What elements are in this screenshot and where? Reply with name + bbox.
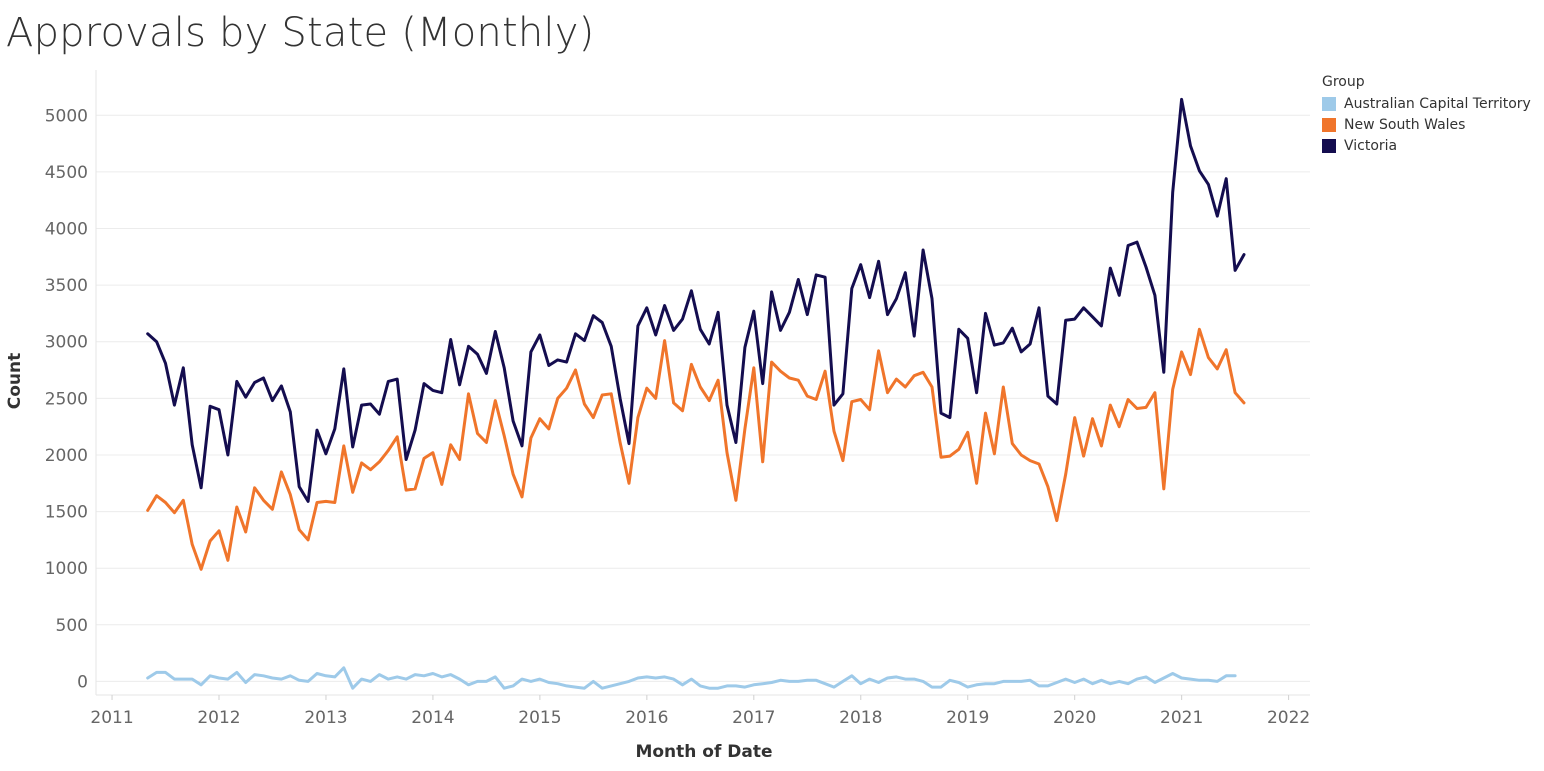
- y-tick-label: 3000: [45, 333, 88, 353]
- x-tick-label: 2022: [1267, 708, 1310, 728]
- y-tick-label: 5000: [45, 106, 88, 126]
- legend-item-act[interactable]: Australian Capital Territory: [1322, 93, 1531, 114]
- legend-swatch-vic: [1322, 138, 1336, 153]
- legend-item-nsw[interactable]: New South Wales: [1322, 114, 1531, 135]
- x-tick-label: 2011: [90, 708, 133, 728]
- legend-swatch-act: [1322, 96, 1336, 111]
- x-axis-ticks: 2011 2012 2013 2014 2015 2016 2017 2018 2019 2020…: [90, 695, 1310, 728]
- y-tick-label: 3500: [45, 276, 88, 296]
- y-tick-label: 2000: [45, 446, 88, 466]
- series-line-australian-capital-territory: [146, 666, 1237, 690]
- x-tick-label: 2020: [1053, 708, 1096, 728]
- x-tick-label: 2019: [946, 708, 989, 728]
- x-tick-label: 2017: [732, 708, 775, 728]
- y-tick-label: 1000: [45, 559, 88, 579]
- x-axis-title: Month of Date: [635, 742, 772, 762]
- gridlines: [96, 114, 1310, 682]
- y-tick-label: 4000: [45, 220, 88, 240]
- series-line-new-south-wales: [146, 327, 1246, 571]
- x-tick-label: 2021: [1160, 708, 1203, 728]
- y-tick-label: 2500: [45, 389, 88, 409]
- axes: [95, 70, 1310, 696]
- y-tick-label: 1500: [45, 503, 88, 523]
- x-tick-label: 2018: [839, 708, 882, 728]
- legend-label-vic: Victoria: [1344, 137, 1398, 154]
- y-tick-label: 500: [56, 616, 88, 636]
- x-tick-label: 2012: [197, 708, 240, 728]
- y-axis-ticks: 0 500 1000 1500 2000 2500 3000 3500 4000 4500 5000: [45, 106, 88, 692]
- series-lines: [146, 97, 1246, 690]
- y-tick-label: 0: [77, 672, 88, 692]
- chart-title: Approvals by State (Monthly): [6, 10, 595, 56]
- series-line-victoria: [146, 97, 1246, 503]
- y-axis-title: Count: [5, 353, 25, 410]
- legend-label-nsw: New South Wales: [1344, 116, 1466, 133]
- x-tick-label: 2013: [304, 708, 347, 728]
- legend-swatch-nsw: [1322, 117, 1336, 132]
- y-tick-label: 4500: [45, 163, 88, 183]
- x-tick-label: 2015: [518, 708, 561, 728]
- x-tick-label: 2016: [625, 708, 668, 728]
- legend-title: Group: [1322, 74, 1365, 90]
- legend-item-vic[interactable]: Victoria: [1322, 135, 1531, 156]
- legend: Group Australian Capital Territory New S…: [1322, 74, 1531, 156]
- x-tick-label: 2014: [411, 708, 454, 728]
- legend-label-act: Australian Capital Territory: [1344, 95, 1531, 112]
